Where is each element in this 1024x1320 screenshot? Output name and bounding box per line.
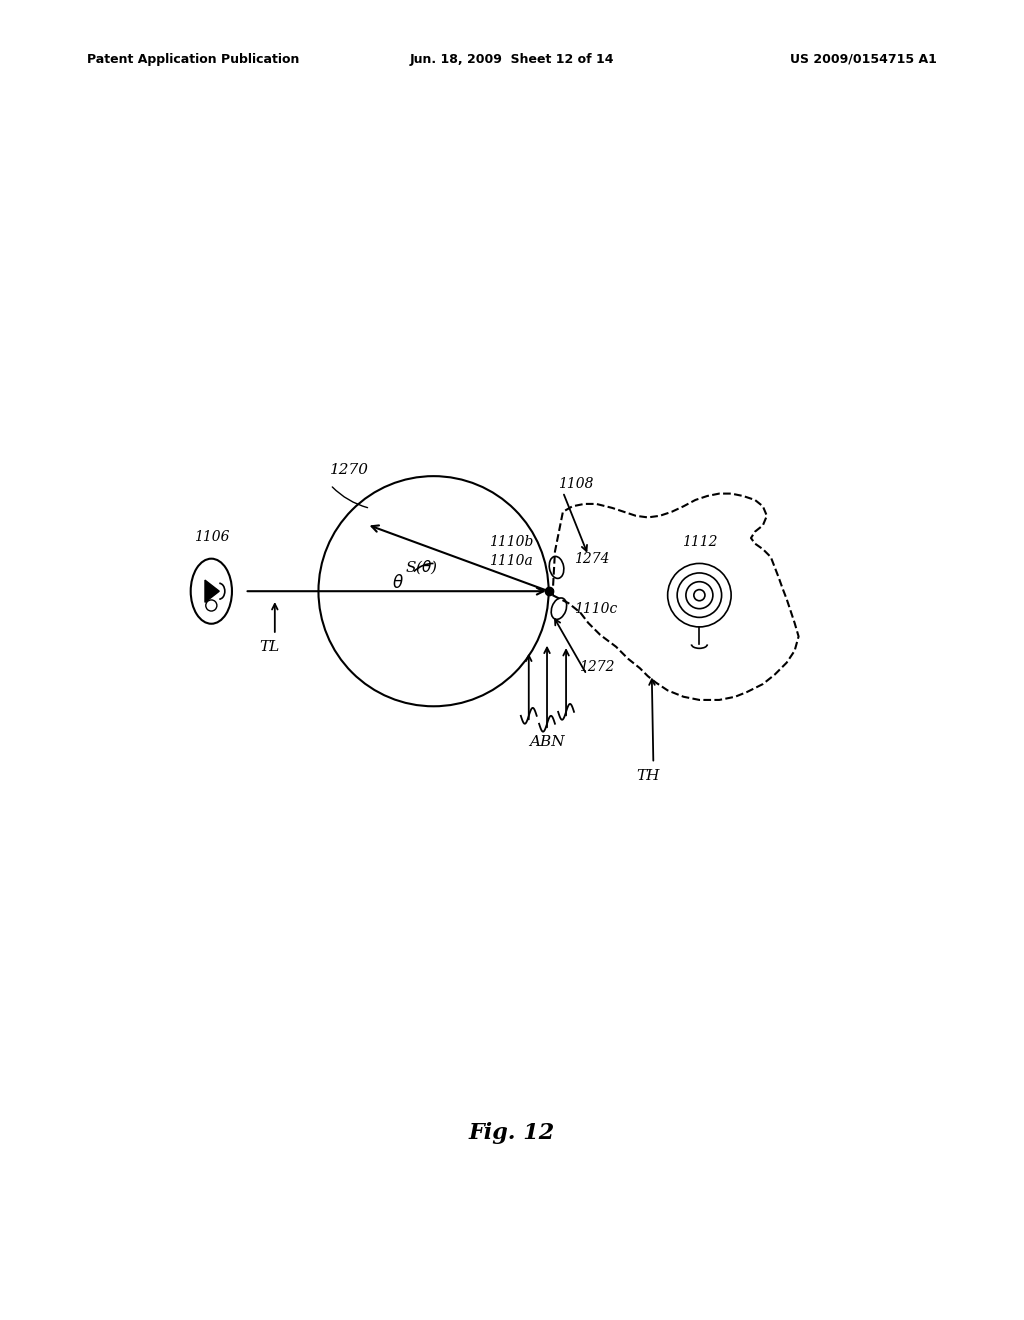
- Text: 1270: 1270: [331, 463, 370, 477]
- Text: Jun. 18, 2009  Sheet 12 of 14: Jun. 18, 2009 Sheet 12 of 14: [410, 53, 614, 66]
- Text: Patent Application Publication: Patent Application Publication: [87, 53, 299, 66]
- Text: 1110a: 1110a: [489, 554, 532, 568]
- Text: TH: TH: [636, 770, 659, 783]
- Text: Fig. 12: Fig. 12: [469, 1122, 555, 1143]
- Text: 1274: 1274: [574, 553, 609, 566]
- Text: 1112: 1112: [682, 535, 717, 549]
- Text: 1110c: 1110c: [574, 602, 617, 615]
- Text: 1272: 1272: [579, 660, 614, 673]
- Text: 1108: 1108: [558, 477, 594, 491]
- Text: 1106: 1106: [194, 529, 229, 544]
- Text: ABN: ABN: [529, 735, 565, 748]
- Text: S($\theta$): S($\theta$): [406, 558, 438, 577]
- Text: US 2009/0154715 A1: US 2009/0154715 A1: [791, 53, 937, 66]
- Text: $\theta$: $\theta$: [392, 574, 403, 593]
- Text: TL: TL: [259, 640, 280, 655]
- Polygon shape: [205, 579, 219, 602]
- Text: 1110b: 1110b: [489, 535, 534, 549]
